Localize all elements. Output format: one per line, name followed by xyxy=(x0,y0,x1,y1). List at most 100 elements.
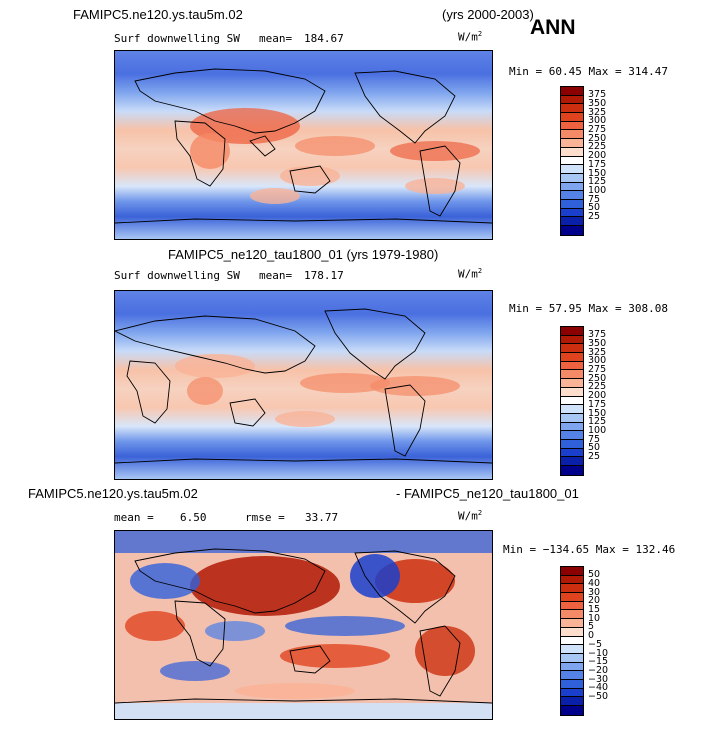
colorbar-swatch xyxy=(561,396,583,406)
colorbar-swatch xyxy=(561,226,583,235)
panel1-mean-value: 184.67 xyxy=(304,32,344,45)
panel3-coastlines xyxy=(115,548,492,704)
colorbar-swatch xyxy=(561,208,583,218)
colorbar-swatch xyxy=(561,405,583,414)
colorbar-label: 200 xyxy=(588,390,607,402)
panel3-units: W/m2 xyxy=(458,509,483,523)
colorbar-swatch xyxy=(561,431,583,440)
colorbar-swatch xyxy=(561,619,583,628)
colorbar-swatch xyxy=(561,706,583,715)
colorbar-label: 150 xyxy=(588,407,607,419)
colorbar-swatch xyxy=(561,182,583,192)
colorbar-label: 375 xyxy=(588,89,607,101)
colorbar-label: 225 xyxy=(588,141,607,153)
panel2-mean-value: 178.17 xyxy=(304,269,344,282)
colorbar-swatch xyxy=(561,653,583,663)
colorbar-label: 375 xyxy=(588,329,607,341)
panel3-map xyxy=(114,530,493,720)
colorbar-label: −20 xyxy=(588,664,609,676)
colorbar-swatch xyxy=(561,379,583,388)
panel1-variable: Surf downwelling SW xyxy=(114,32,240,45)
colorbar-swatch xyxy=(561,697,583,706)
colorbar-swatch xyxy=(561,173,583,183)
colorbar-label: −40 xyxy=(588,682,609,694)
colorbar-swatch xyxy=(561,344,583,354)
panel2-map xyxy=(114,290,493,480)
panel1-range: Min = 60.45 Max = 314.47 xyxy=(509,65,668,78)
colorbar-label: 250 xyxy=(588,372,607,384)
panel2-title: FAMIPC5_ne120_tau1800_01 (yrs 1979-1980) xyxy=(168,247,439,262)
colorbar-swatch xyxy=(561,165,583,174)
colorbar-swatch xyxy=(561,610,583,620)
colorbar-label: −10 xyxy=(588,647,609,659)
colorbar-swatch xyxy=(561,95,583,105)
colorbar-swatch xyxy=(561,422,583,432)
colorbar-swatch xyxy=(561,448,583,458)
panel1-coastlines xyxy=(115,68,492,224)
colorbar-swatch xyxy=(561,335,583,345)
colorbar-swatch xyxy=(561,627,583,637)
panel3-title-left: FAMIPC5.ne120.ys.tau5m.02 xyxy=(28,486,198,501)
years-label: (yrs 2000-2003) xyxy=(442,7,534,22)
colorbar-label: 20 xyxy=(588,595,601,607)
colorbar-label: 175 xyxy=(588,398,607,410)
panel2-mean-label: mean= xyxy=(259,269,293,282)
colorbar-label: −5 xyxy=(588,638,603,650)
panel3-rmse-label: rmse = xyxy=(245,511,285,524)
colorbar-label: 40 xyxy=(588,577,601,589)
panel2-colorbar xyxy=(560,326,584,476)
colorbar-label: 325 xyxy=(588,106,607,118)
colorbar-swatch xyxy=(561,217,583,226)
colorbar-label: 200 xyxy=(588,150,607,162)
colorbar-swatch xyxy=(561,584,583,594)
panel1-warm-regions xyxy=(190,108,480,204)
colorbar-swatch xyxy=(561,87,583,96)
colorbar-label: 300 xyxy=(588,355,607,367)
panel3-title-right: - FAMIPC5_ne120_tau1800_01 xyxy=(396,486,579,501)
colorbar-swatch xyxy=(561,353,583,362)
colorbar-swatch xyxy=(561,439,583,449)
panel1-mean-label: mean= xyxy=(259,32,293,45)
panel1-map xyxy=(114,50,493,240)
colorbar-label: 100 xyxy=(588,424,607,436)
colorbar-swatch xyxy=(561,645,583,654)
colorbar-label: 225 xyxy=(588,381,607,393)
colorbar-label: 100 xyxy=(588,184,607,196)
colorbar-label: 75 xyxy=(588,433,601,445)
panel3-range: Min = −134.65 Max = 132.46 xyxy=(503,543,676,556)
panel2-coastlines xyxy=(115,308,492,464)
colorbar-label: 0 xyxy=(588,630,595,642)
panel3-rmse-value: 33.77 xyxy=(305,511,339,524)
colorbar-swatch xyxy=(561,387,583,397)
colorbar-label: −15 xyxy=(588,656,609,668)
colorbar-swatch xyxy=(561,156,583,166)
colorbar-label: 350 xyxy=(588,337,607,349)
colorbar-label: 75 xyxy=(588,193,601,205)
colorbar-swatch xyxy=(561,575,583,585)
colorbar-swatch xyxy=(561,567,583,576)
colorbar-label: 275 xyxy=(588,364,607,375)
colorbar-label: 50 xyxy=(588,569,601,581)
colorbar-label: 5 xyxy=(588,621,595,633)
colorbar-label: 25 xyxy=(588,211,601,222)
panel3-colorbar-swatches xyxy=(561,567,583,715)
colorbar-label: 10 xyxy=(588,612,601,624)
colorbar-label: 25 xyxy=(588,451,601,462)
colorbar-label: 325 xyxy=(588,346,607,358)
panel1-colorbar-swatches xyxy=(561,87,583,235)
colorbar-swatch xyxy=(561,457,583,466)
panel3-colorbar xyxy=(560,566,584,716)
colorbar-swatch xyxy=(561,370,583,380)
case-title: FAMIPC5.ne120.ys.tau5m.02 xyxy=(73,7,243,22)
colorbar-swatch xyxy=(561,679,583,689)
colorbar-swatch xyxy=(561,327,583,336)
colorbar-label: 300 xyxy=(588,115,607,127)
panel3-mean-label: mean = xyxy=(114,511,154,524)
colorbar-swatch xyxy=(561,671,583,680)
panel2-warm-regions xyxy=(175,354,460,427)
colorbar-swatch xyxy=(561,361,583,371)
panel2-colorbar-swatches xyxy=(561,327,583,475)
panel1-units: W/m2 xyxy=(458,30,483,44)
colorbar-swatch xyxy=(561,688,583,698)
colorbar-swatch xyxy=(561,636,583,646)
